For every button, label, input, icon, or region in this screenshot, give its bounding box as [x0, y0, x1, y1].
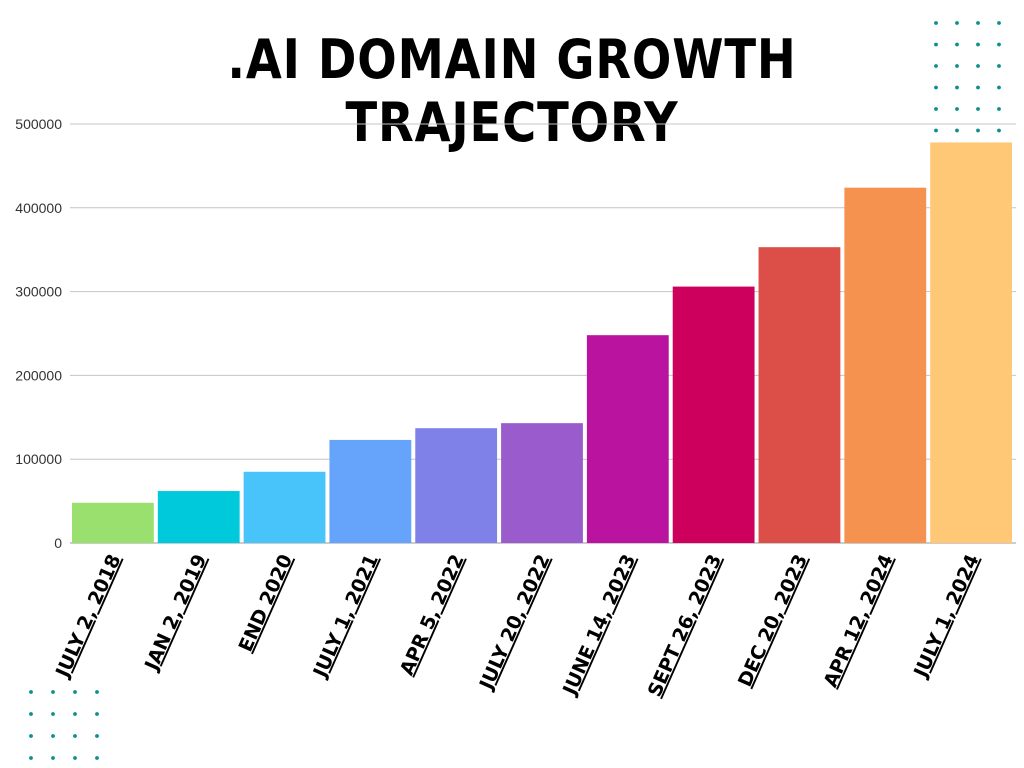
- bar: [844, 187, 927, 544]
- decor-dot: [934, 21, 938, 25]
- decor-dot: [95, 734, 99, 738]
- bar: [758, 247, 841, 543]
- y-tick-label: 200000: [15, 367, 62, 383]
- decor-dot: [955, 85, 959, 90]
- x-tick-label: JULY 1, 2021: [308, 551, 383, 682]
- decor-dot: [95, 712, 99, 716]
- decor-dot: [29, 734, 33, 738]
- decor-dot: [976, 21, 980, 25]
- decor-dot: [976, 128, 980, 133]
- decor-dot: [955, 42, 959, 47]
- x-tick-label: JULY 1, 2024: [909, 551, 984, 682]
- y-tick-label: 300000: [15, 284, 62, 300]
- decor-dot: [51, 756, 55, 760]
- chart-title: .AI DOMAIN GROWTH TRAJECTORY: [227, 28, 797, 154]
- y-tick-label: 0: [54, 535, 62, 551]
- decor-dot: [997, 64, 1001, 68]
- decor-dot: [934, 64, 938, 68]
- y-tick-label: 400000: [15, 200, 62, 216]
- x-tick-label: DEC 20, 2023: [734, 551, 812, 690]
- decor-dot: [997, 21, 1001, 25]
- decor-dot: [73, 756, 77, 760]
- decor-dot: [976, 107, 980, 111]
- decor-dot: [51, 734, 55, 738]
- x-tick-label: JAN 2, 2019: [140, 551, 211, 675]
- decor-dot: [997, 42, 1001, 47]
- bar: [157, 491, 240, 543]
- decor-dot: [934, 128, 938, 133]
- bar: [586, 335, 669, 543]
- decor-dot: [934, 107, 938, 111]
- decorative-dots: [29, 21, 1001, 760]
- decor-dot: [95, 756, 99, 760]
- x-tick-label: JUNE 14, 2023: [558, 551, 640, 700]
- bar: [672, 286, 755, 543]
- decor-dot: [955, 21, 959, 25]
- decor-dot: [997, 128, 1001, 133]
- bar: [415, 428, 498, 543]
- decor-dot: [51, 690, 55, 694]
- x-tick-label: SEPT 26, 2023: [644, 551, 726, 700]
- decor-dot: [29, 756, 33, 760]
- decor-dot: [997, 85, 1001, 90]
- y-tick-label: 500000: [15, 116, 62, 132]
- decor-dot: [73, 712, 77, 716]
- y-axis-ticks: 0 100000 200000 300000 400000 500000: [15, 116, 62, 551]
- x-tick-label: APR 5, 2022: [396, 551, 469, 679]
- decor-dot: [29, 712, 33, 716]
- decor-dot: [997, 107, 1001, 111]
- decor-dot: [955, 64, 959, 68]
- bars: [72, 142, 1012, 544]
- x-tick-label: JULY 2, 2018: [51, 551, 126, 682]
- x-tick-label: JULY 20, 2022: [475, 551, 555, 694]
- decor-dot: [29, 690, 33, 694]
- decor-dot: [73, 734, 77, 738]
- decor-dot: [976, 85, 980, 90]
- decor-dot: [95, 690, 99, 694]
- x-tick-label: END 2020: [235, 551, 297, 655]
- bar: [243, 471, 326, 543]
- decor-dot: [976, 42, 980, 47]
- bar: [329, 439, 412, 543]
- x-tick-label: APR 12, 2024: [820, 551, 898, 691]
- x-axis-labels: JULY 2, 2018 JAN 2, 2019 END 2020 JULY 1, 2…: [51, 551, 984, 700]
- decor-dot: [934, 42, 938, 47]
- decor-dot: [955, 128, 959, 133]
- decor-dot: [976, 64, 980, 68]
- bar: [72, 502, 154, 543]
- bar: [501, 423, 583, 543]
- decor-dot: [73, 690, 77, 694]
- y-tick-label: 100000: [15, 451, 62, 467]
- decor-dot: [51, 712, 55, 716]
- bar: [930, 142, 1012, 543]
- decor-dot: [934, 85, 938, 90]
- decor-dot: [955, 107, 959, 111]
